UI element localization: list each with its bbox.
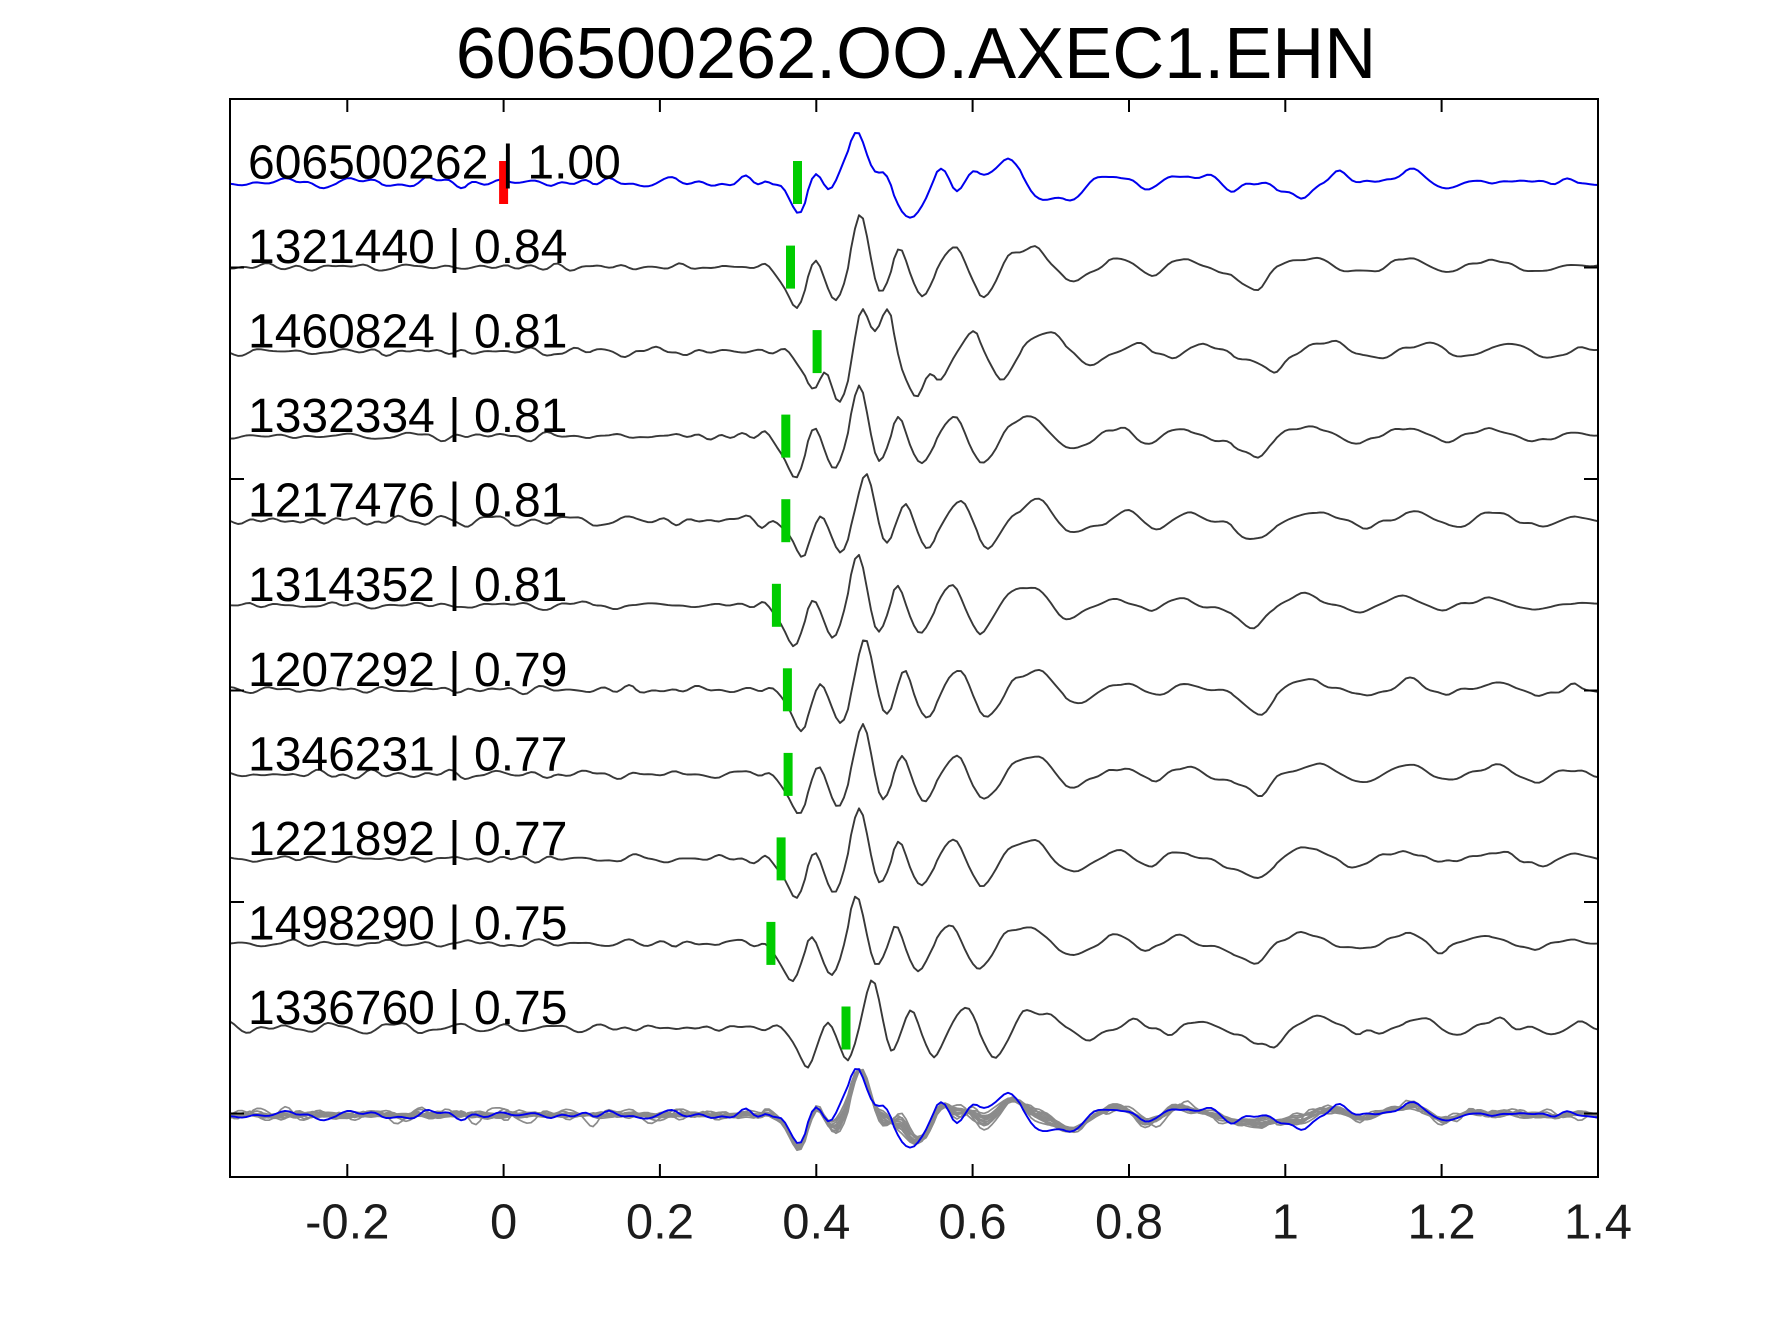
svg-text:1207292 | 0.79: 1207292 | 0.79 — [248, 644, 567, 697]
svg-text:-0.2: -0.2 — [305, 1196, 389, 1250]
svg-text:1221892 | 0.77: 1221892 | 0.77 — [248, 813, 567, 866]
svg-text:1498290 | 0.75: 1498290 | 0.75 — [248, 897, 567, 950]
svg-text:0.8: 0.8 — [1095, 1196, 1163, 1250]
svg-text:1346231 | 0.77: 1346231 | 0.77 — [248, 728, 567, 781]
svg-text:606500262.OO.AXEC1.EHN: 606500262.OO.AXEC1.EHN — [456, 14, 1377, 94]
svg-text:1332334 | 0.81: 1332334 | 0.81 — [248, 390, 567, 443]
svg-text:1.2: 1.2 — [1408, 1196, 1476, 1250]
svg-text:606500262 | 1.00: 606500262 | 1.00 — [248, 137, 621, 190]
svg-text:1: 1 — [1272, 1196, 1299, 1250]
svg-text:1460824 | 0.81: 1460824 | 0.81 — [248, 306, 567, 359]
svg-text:0.6: 0.6 — [939, 1196, 1007, 1250]
svg-text:1217476 | 0.81: 1217476 | 0.81 — [248, 475, 567, 528]
svg-text:0.4: 0.4 — [782, 1196, 850, 1250]
svg-text:1321440 | 0.84: 1321440 | 0.84 — [248, 221, 567, 274]
svg-text:1314352 | 0.81: 1314352 | 0.81 — [248, 559, 567, 612]
svg-text:0: 0 — [490, 1196, 517, 1250]
svg-text:1336760 | 0.75: 1336760 | 0.75 — [248, 982, 567, 1035]
svg-text:1.4: 1.4 — [1564, 1196, 1632, 1250]
svg-text:0.2: 0.2 — [626, 1196, 694, 1250]
